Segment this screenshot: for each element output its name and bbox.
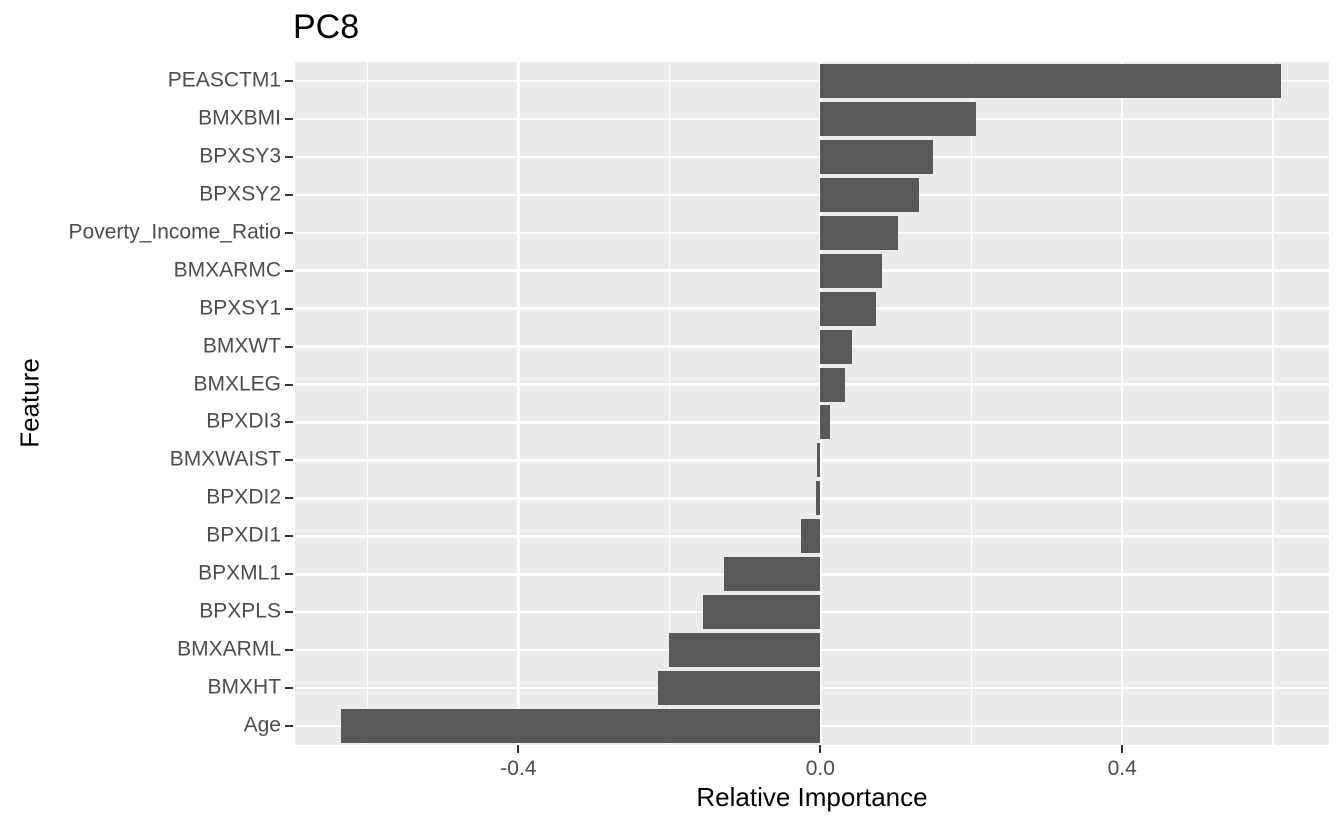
y-tick-label-BMXWAIST: BMXWAIST [169, 447, 281, 471]
y-tick-label-BMXLEG: BMXLEG [193, 372, 281, 396]
bar-Poverty_Income_Ratio [820, 215, 899, 250]
gridline-minor-vertical [366, 62, 369, 745]
y-axis: PEASCTM1 BMXBMI BPXSY3 BPXSY2 Poverty_Income… [0, 62, 295, 745]
y-tick-label-BMXARML: BMXARML [177, 637, 281, 661]
bar-BPXDI2 [815, 481, 821, 516]
y-tick-mark [285, 79, 293, 82]
gridline-major-vertical [819, 62, 822, 745]
x-tick-label: -0.4 [500, 757, 537, 780]
y-tick-mark [285, 193, 293, 196]
gridline-major-horizontal [295, 155, 1329, 159]
gridline-major-horizontal [295, 345, 1329, 348]
bar-BPXSY3 [820, 139, 933, 174]
gridline-major-horizontal [295, 193, 1329, 197]
y-tick-label-BPXPLS: BPXPLS [199, 599, 281, 623]
x-tick-label: 0.0 [805, 757, 835, 780]
x-tick-label: 0.4 [1107, 757, 1137, 780]
gridline-major-horizontal [295, 231, 1329, 234]
y-tick-mark [285, 421, 293, 424]
y-tick-label-BMXWT: BMXWT [202, 334, 281, 358]
y-tick-mark [285, 573, 293, 576]
y-tick-label-BMXARMC: BMXARMC [173, 258, 281, 282]
y-tick-mark [285, 155, 293, 158]
x-axis-title: Relative Importance [696, 782, 928, 812]
y-tick-mark [285, 497, 293, 500]
gridline-major-horizontal [295, 497, 1329, 500]
bar-BPXML1 [723, 557, 821, 592]
gridline-major-horizontal [295, 383, 1329, 386]
y-tick-mark [285, 535, 293, 538]
gridline-major-horizontal [295, 459, 1329, 462]
gridline-major-horizontal [295, 421, 1329, 424]
gridline-major-horizontal [295, 269, 1329, 272]
bar-BPXSY2 [820, 177, 920, 212]
x-axis: -0.4 0.0 0.4 [295, 745, 1329, 805]
bar-BMXARMC [820, 253, 883, 288]
bar-Age [341, 709, 821, 744]
y-tick-label-BPXSY3: BPXSY3 [199, 144, 281, 168]
y-tick-label-BMXHT: BMXHT [207, 675, 282, 699]
y-tick-mark [285, 725, 293, 728]
bar-BPXDI3 [820, 405, 831, 440]
y-tick-label-BPXML1: BPXML1 [198, 561, 281, 585]
y-tick-mark [285, 345, 293, 348]
y-tick-label-BPXSY1: BPXSY1 [199, 296, 281, 320]
gridline-minor-vertical [1272, 62, 1274, 745]
y-tick-mark [285, 687, 293, 690]
y-tick-label-Age: Age [243, 713, 281, 737]
bar-PEASCTM1 [820, 63, 1282, 98]
gridline-major-vertical [517, 62, 520, 745]
y-tick-mark [285, 307, 293, 310]
y-tick-label-BPXSY2: BPXSY2 [199, 182, 281, 206]
bar-BMXWAIST [817, 443, 821, 478]
x-tick-mark [1121, 745, 1124, 753]
y-tick-label-BPXDI2: BPXDI2 [206, 485, 281, 509]
x-tick-mark [517, 745, 520, 753]
bar-BMXLEG [820, 367, 846, 402]
y-tick-mark [285, 269, 293, 272]
gridline-major-vertical [1120, 62, 1124, 745]
bar-BMXBMI [820, 101, 976, 136]
y-tick-label-BMXBMI: BMXBMI [198, 106, 281, 130]
bar-BMXHT [658, 671, 821, 706]
y-tick-label-BPXDI3: BPXDI3 [206, 409, 281, 433]
bar-BPXSY1 [820, 291, 877, 326]
y-tick-mark [285, 611, 293, 614]
gridline-major-horizontal [295, 117, 1329, 121]
y-tick-mark [285, 231, 293, 234]
bar-BMXWT [820, 329, 852, 364]
gridline-major-horizontal [295, 79, 1329, 83]
y-tick-mark [285, 459, 293, 462]
bar-BPXDI1 [800, 519, 821, 554]
y-tick-label-Poverty_Income_Ratio: Poverty_Income_Ratio [68, 220, 281, 244]
y-tick-label-PEASCTM1: PEASCTM1 [167, 68, 281, 92]
plot-title: PC8 [293, 8, 360, 46]
plot-panel [295, 62, 1329, 745]
gridline-minor-vertical [668, 62, 670, 745]
y-tick-mark [285, 383, 293, 386]
x-tick-mark [819, 745, 822, 753]
bar-BPXPLS [703, 595, 821, 630]
y-tick-mark [285, 649, 293, 652]
gridline-minor-vertical [970, 62, 972, 745]
bar-BMXARML [669, 633, 821, 668]
y-tick-mark [285, 117, 293, 120]
y-tick-label-BPXDI1: BPXDI1 [206, 523, 281, 547]
gridline-major-horizontal [295, 307, 1329, 310]
